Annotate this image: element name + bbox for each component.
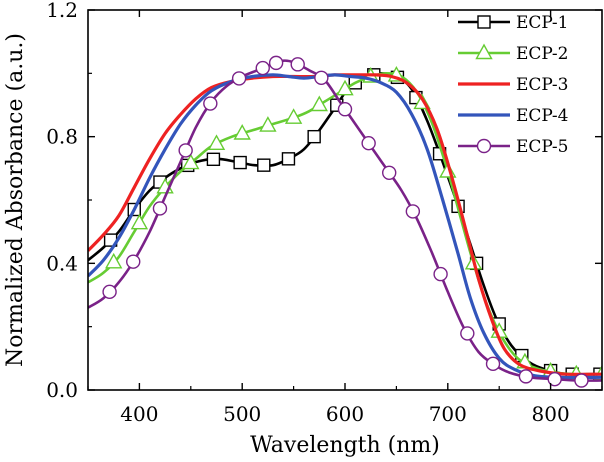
legend-label-ecp-1: ECP-1 — [516, 13, 569, 33]
legend-item-ecp-1: ECP-1 — [458, 13, 569, 33]
marker-ecp-2-6 — [259, 116, 277, 132]
marker-ecp-1-4 — [206, 152, 221, 167]
y-tick-label-0.4: 0.4 — [46, 251, 78, 275]
y-tick-label-1.2: 1.2 — [46, 0, 78, 22]
legend-item-ecp-4: ECP-4 — [458, 106, 569, 126]
marker-ecp-5-3 — [178, 143, 193, 158]
legend-item-ecp-3: ECP-3 — [458, 75, 569, 95]
marker-ecp-5-19 — [574, 373, 589, 388]
marker-ecp-1-5 — [233, 155, 247, 170]
legend: ECP-1 ECP-2 ECP-3 ECP-4 ECP-5 — [458, 13, 569, 157]
marker-ecp-5-18 — [547, 371, 562, 387]
legend-item-ecp-5: ECP-5 — [458, 137, 569, 157]
legend-marker-ecp-1 — [477, 15, 491, 29]
legend-marker-ecp-5 — [476, 138, 492, 154]
marker-ecp-5-0 — [102, 284, 117, 300]
marker-ecp-5-13 — [405, 204, 421, 219]
marker-ecp-5-10 — [337, 102, 353, 117]
marker-ecp-2-8 — [310, 95, 328, 112]
y-tick-label-0.8: 0.8 — [46, 125, 78, 149]
marker-ecp-2-9 — [336, 79, 354, 96]
marker-ecp-5-2 — [152, 201, 168, 216]
x-axis-title: Wavelength (nm) — [250, 433, 440, 458]
legend-label-ecp-4: ECP-4 — [516, 106, 569, 126]
marker-ecp-5-9 — [314, 70, 329, 85]
marker-ecp-5-1 — [126, 254, 141, 269]
y-tick-label-0: 0.0 — [46, 378, 78, 402]
line-ecp-4 — [88, 73, 602, 380]
series-layer — [88, 55, 602, 388]
x-tick-label-400: 400 — [120, 402, 158, 426]
marker-ecp-5-5 — [231, 71, 247, 86]
marker-ecp-5-7 — [268, 55, 284, 71]
x-tick-label-800: 800 — [532, 402, 570, 426]
x-tick-label-700: 700 — [429, 402, 467, 426]
marker-ecp-2-5 — [233, 124, 251, 140]
legend-label-ecp-3: ECP-3 — [516, 75, 569, 95]
series-ecp-4 — [88, 73, 602, 380]
legend-item-ecp-2: ECP-2 — [458, 43, 569, 64]
marker-ecp-5-12 — [382, 165, 397, 180]
marker-ecp-5-17 — [518, 369, 534, 384]
x-tick-label-600: 600 — [326, 402, 364, 426]
marker-ecp-5-14 — [433, 266, 448, 282]
marker-ecp-2-4 — [207, 134, 226, 150]
marker-ecp-2-0 — [105, 252, 123, 269]
marker-ecp-2-7 — [284, 108, 303, 124]
marker-ecp-5-6 — [255, 60, 270, 76]
marker-ecp-5-11 — [361, 136, 376, 151]
series-ecp-5 — [88, 55, 602, 388]
marker-ecp-5-8 — [290, 57, 305, 72]
legend-label-ecp-2: ECP-2 — [516, 44, 569, 64]
marker-ecp-2-1 — [130, 213, 149, 230]
y-axis-title: Normalized Absorbance (a.u.) — [3, 33, 28, 367]
marker-ecp-5-4 — [203, 96, 218, 111]
marker-ecp-5-15 — [460, 326, 475, 341]
legend-label-ecp-5: ECP-5 — [516, 137, 569, 157]
marker-ecp-1-6 — [257, 158, 271, 172]
x-tick-label-500: 500 — [223, 402, 261, 426]
marker-ecp-1-7 — [281, 152, 296, 166]
marker-ecp-1-8 — [307, 129, 321, 144]
axes-layer: 400 500 600 700 800 0.0 0.4 0.8 1.2 — [46, 0, 603, 426]
marker-ecp-2-3 — [182, 153, 200, 170]
marker-ecp-5-16 — [485, 356, 501, 372]
legend-marker-ecp-2 — [475, 43, 493, 60]
